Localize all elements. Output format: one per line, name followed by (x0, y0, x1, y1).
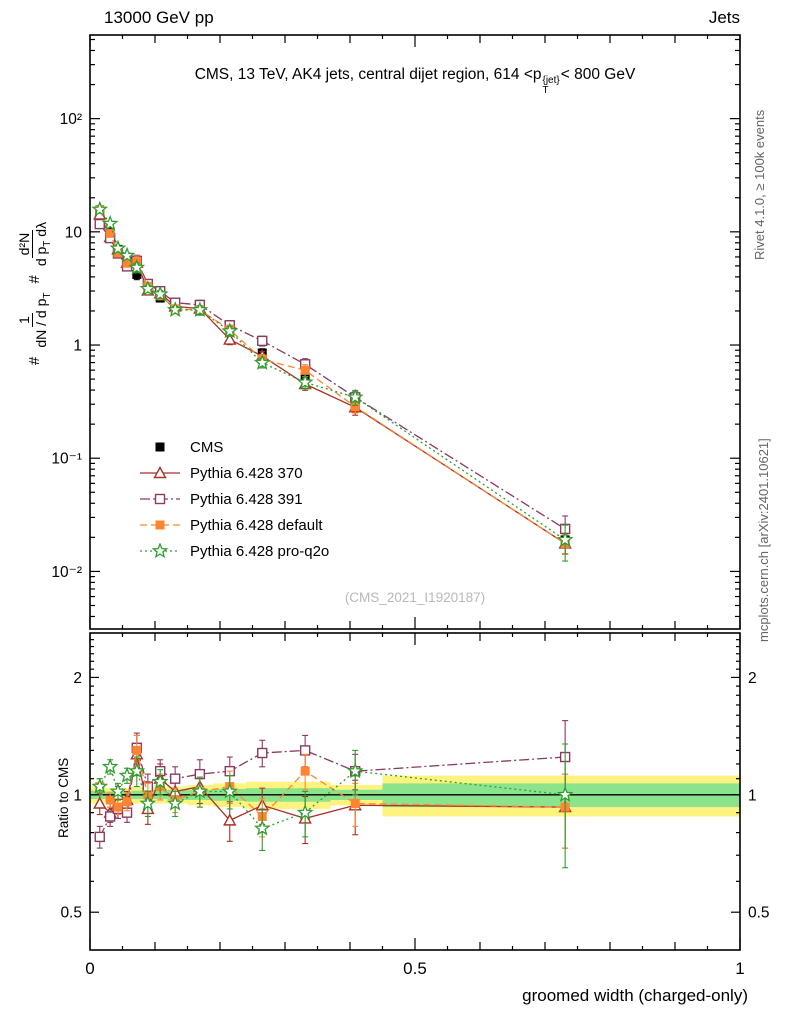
ratio-ytick-label-right: 1 (748, 787, 757, 804)
x-axis-label: groomed width (charged-only) (522, 986, 748, 1005)
beam-energy-label: 13000 GeV pp (104, 8, 214, 27)
legend: CMS Pythia 6.428 370 Pythia 6.428 391 Pythi… (138, 434, 329, 564)
main-ytick-label: 10² (60, 111, 82, 128)
main-series (91, 200, 574, 562)
main-y-axis-label: # 1 dN / d pT # d²N d pT dλ (16, 222, 53, 365)
xtick-label: 0.5 (403, 959, 427, 978)
legend-item-1: Pythia 6.428 370 (138, 460, 329, 486)
legend-label-3: Pythia 6.428 default (190, 516, 323, 534)
ratio-uncertainty-bands (90, 775, 740, 817)
ratio-y-axis-label: Ratio to CMS (56, 757, 71, 838)
analysis-id-watermark: (CMS_2021_I1920187) (344, 590, 486, 605)
rivet-version-label: Rivet 4.1.0, ≥ 100k events (752, 109, 767, 260)
pt-superscript: {jet} (542, 75, 560, 86)
xtick-label: 1 (735, 959, 744, 978)
ratio-ytick-label: 1 (73, 787, 82, 804)
legend-label-2: Pythia 6.428 391 (190, 490, 303, 508)
main-ytick-label: 1 (73, 338, 82, 355)
legend-label-0: CMS (190, 438, 224, 456)
legend-marker-1 (140, 466, 180, 479)
legend-marker-4 (140, 543, 180, 559)
ratio-series (91, 720, 574, 869)
main-ytick-label: 10⁻² (51, 564, 82, 581)
legend-label-4: Pythia 6.428 pro-q2o (190, 542, 330, 560)
legend-item-2: Pythia 6.428 391 (138, 486, 329, 512)
ylabel-fraction-1: 1 dN / d pT (16, 292, 53, 348)
analysis-group-label: Jets (708, 8, 740, 27)
ratio-series-line (99, 747, 566, 838)
ratio-ytick-label: 0.5 (60, 905, 82, 922)
legend-item-3: Pythia 6.428 default (138, 512, 329, 538)
hash-symbol: # (26, 275, 44, 284)
pt-supsub: {jet} T (543, 76, 560, 95)
plot-title-pre: CMS, 13 TeV, AK4 jets, central dijet reg… (194, 66, 542, 83)
legend-marker-0 (155, 442, 165, 452)
legend-item-0: CMS (138, 434, 329, 460)
axes-frames (89, 34, 741, 951)
legend-marker-3 (140, 520, 180, 530)
plot-title-post: < 800 GeV (560, 66, 636, 83)
hash-symbol: # (26, 356, 44, 365)
pt-subscript: T (542, 84, 549, 96)
ratio-ytick-label-right: 0.5 (748, 905, 770, 922)
tick-labels: 10² 10 1 10⁻¹ 10⁻² 2 2 1 1 0.5 0.5 0 0.5 1 (51, 111, 769, 978)
ratio-ytick-label-right: 2 (748, 670, 757, 687)
ylabel-fraction-2: d²N d pT dλ (16, 221, 53, 267)
legend-item-4: Pythia 6.428 pro-q2o (138, 538, 329, 564)
plot-title: CMS, 13 TeV, AK4 jets, central dijet reg… (90, 66, 740, 95)
main-ytick-label: 10 (65, 224, 83, 241)
legend-marker-2 (140, 493, 180, 505)
legend-label-1: Pythia 6.428 370 (190, 464, 303, 482)
ratio-ytick-label: 2 (73, 670, 82, 687)
main-ytick-label: 10⁻¹ (51, 451, 82, 468)
mcplots-credit-label: mcplots.cern.ch [arXiv:2401.10621] (756, 438, 771, 642)
xtick-label: 0 (85, 959, 94, 978)
